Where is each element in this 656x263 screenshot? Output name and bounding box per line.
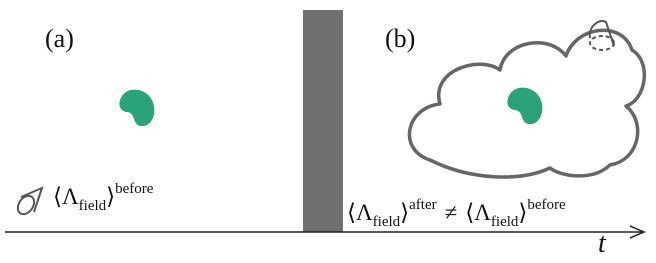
particle-b	[507, 88, 542, 125]
formula-sub: field	[491, 214, 519, 230]
relation: ≠	[445, 200, 458, 225]
formula-base: ⟨Λ	[465, 200, 491, 225]
formula-close: ⟩	[106, 184, 115, 209]
formula-relation: ⟨Λfield⟩after≠⟨Λfield⟩before	[347, 200, 566, 226]
formula-sub: field	[373, 214, 401, 230]
formula-before: ⟨Λfield⟩before	[53, 184, 153, 210]
formula-base: ⟨Λ	[53, 184, 79, 209]
detector-b	[590, 21, 614, 50]
detector-a	[15, 188, 42, 217]
particle-a	[119, 90, 154, 127]
formula-sup: before	[115, 181, 153, 197]
panel-label: (a)	[45, 24, 74, 54]
panel-label: (b)	[385, 24, 415, 54]
formula-sup: after	[409, 197, 436, 213]
figure: (a) (b) ⟨Λfield⟩before ⟨Λfield⟩after≠⟨Λf…	[0, 0, 656, 263]
separator-bar	[303, 10, 343, 232]
formula-base: ⟨Λ	[347, 200, 373, 225]
formula-close: ⟩	[400, 200, 409, 225]
formula-sup: before	[527, 197, 565, 213]
axis-label: t	[598, 228, 606, 260]
formula-sub: field	[79, 198, 107, 214]
